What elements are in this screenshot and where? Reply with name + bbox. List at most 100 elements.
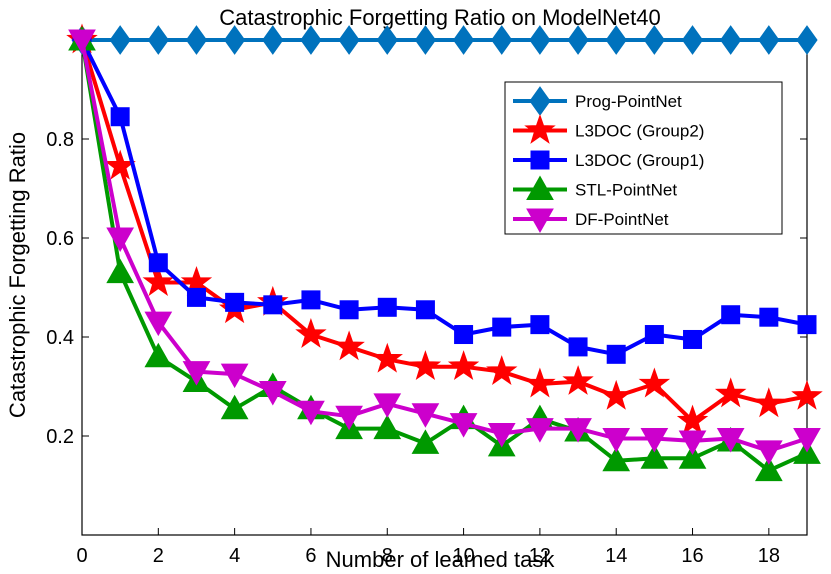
data-point-df-pointnet <box>335 405 363 431</box>
data-point-l3doc-group1 <box>568 337 588 357</box>
x-tick-label: 8 <box>382 545 393 567</box>
data-point-l3doc-group1 <box>492 317 512 337</box>
data-point-l3doc-group2 <box>524 367 556 398</box>
x-tick-label: 16 <box>681 545 703 567</box>
data-point-prog-pointnet <box>605 25 627 55</box>
x-tick-label: 4 <box>229 545 240 567</box>
data-point-l3doc-group1 <box>110 107 130 127</box>
data-point-prog-pointnet <box>109 25 131 55</box>
data-point-prog-pointnet <box>491 25 513 55</box>
data-point-stl-pointnet <box>106 258 135 284</box>
data-point-l3doc-group2 <box>371 342 403 373</box>
data-point-l3doc-group1 <box>530 315 550 335</box>
data-point-df-pointnet <box>411 403 440 428</box>
data-point-l3doc-group2 <box>295 317 327 348</box>
data-point-df-pointnet <box>526 418 554 443</box>
data-point-prog-pointnet <box>338 25 360 55</box>
data-point-df-pointnet <box>144 311 173 337</box>
data-point-stl-pointnet <box>602 446 631 472</box>
y-tick-label: 0.8 <box>46 129 74 151</box>
data-point-df-pointnet <box>678 430 707 455</box>
data-point-l3doc-group1 <box>644 325 664 345</box>
legend-label-prog-pointnet: Prog-PointNet <box>575 92 682 111</box>
legend-marker-df-pointnet <box>526 208 554 234</box>
data-point-l3doc-group2 <box>600 379 632 410</box>
data-point-l3doc-group2 <box>142 265 175 296</box>
legend-marker-l3doc-group1 <box>530 150 550 170</box>
legend-marker-stl-pointnet <box>526 175 554 200</box>
data-point-l3doc-group1 <box>148 253 168 273</box>
data-point-prog-pointnet <box>567 25 589 55</box>
data-point-prog-pointnet <box>452 25 475 55</box>
data-point-l3doc-group1 <box>377 297 397 317</box>
data-point-l3doc-group2 <box>447 350 480 381</box>
data-point-df-pointnet <box>487 423 516 448</box>
data-point-prog-pointnet <box>224 25 246 55</box>
data-point-prog-pointnet <box>376 25 398 55</box>
data-point-l3doc-group2 <box>333 330 365 361</box>
data-point-l3doc-group1 <box>339 300 359 320</box>
data-point-df-pointnet <box>106 227 135 253</box>
legend-marker-l3doc-group2 <box>524 113 556 144</box>
x-tick-label: 0 <box>76 545 87 567</box>
data-point-df-pointnet <box>297 400 325 426</box>
data-point-l3doc-group1 <box>225 292 245 312</box>
x-tick-label: 18 <box>758 545 780 567</box>
data-point-l3doc-group2 <box>753 387 785 418</box>
y-tick-label: 0.2 <box>46 426 74 448</box>
data-point-l3doc-group1 <box>606 344 626 364</box>
data-point-prog-pointnet <box>681 25 704 55</box>
plot-area: 0 2 4 6 8 10 12 14 16 18 0.2 0.4 0.6 0.8 <box>46 23 823 567</box>
data-point-l3doc-group2 <box>409 350 442 381</box>
y-axis-title: Catastrophic Forgetting Ratio <box>5 132 30 418</box>
data-point-prog-pointnet <box>720 25 742 55</box>
data-point-stl-pointnet <box>411 429 440 454</box>
data-point-df-pointnet <box>182 361 211 386</box>
data-point-l3doc-group1 <box>454 325 474 345</box>
data-point-prog-pointnet <box>185 25 208 55</box>
data-point-l3doc-group1 <box>759 307 779 327</box>
legend-label-stl-pointnet: STL-PointNet <box>575 181 677 200</box>
x-tick-label: 2 <box>153 545 164 567</box>
data-point-prog-pointnet <box>796 25 818 55</box>
data-point-df-pointnet <box>68 29 96 55</box>
data-point-df-pointnet <box>716 427 745 453</box>
data-point-l3doc-group2 <box>486 355 518 386</box>
data-point-stl-pointnet <box>144 342 173 368</box>
data-point-prog-pointnet <box>414 25 437 55</box>
legend-label-l3doc-group1: L3DOC (Group1) <box>575 151 704 170</box>
data-point-prog-pointnet <box>643 25 665 55</box>
data-point-prog-pointnet <box>758 25 780 55</box>
data-point-prog-pointnet <box>300 25 322 55</box>
legend-label-l3doc-group2: L3DOC (Group2) <box>575 122 704 141</box>
x-tick-label: 12 <box>529 545 551 567</box>
data-point-stl-pointnet <box>640 444 669 469</box>
data-point-l3doc-group1 <box>797 315 817 335</box>
data-point-df-pointnet <box>640 427 669 453</box>
data-point-l3doc-group2 <box>638 367 671 398</box>
data-point-stl-pointnet <box>220 394 249 420</box>
x-tick-label: 6 <box>305 545 316 567</box>
data-point-l3doc-group1 <box>415 300 435 320</box>
data-point-df-pointnet <box>602 427 631 453</box>
data-point-prog-pointnet <box>529 25 551 55</box>
data-point-prog-pointnet <box>147 25 169 55</box>
data-point-df-pointnet <box>564 418 592 443</box>
legend: Prog-PointNet L3DOC (Group2) L3DOC (Group1… <box>504 81 783 235</box>
data-point-l3doc-group2 <box>676 404 709 435</box>
data-point-df-pointnet <box>754 440 783 465</box>
data-point-df-pointnet <box>220 363 249 389</box>
data-point-l3doc-group1 <box>186 287 206 307</box>
y-tick-label: 0.4 <box>46 327 74 349</box>
data-point-l3doc-group2 <box>791 379 823 410</box>
data-point-df-pointnet <box>373 393 402 418</box>
data-point-l3doc-group1 <box>263 295 283 315</box>
data-point-l3doc-group2 <box>714 377 747 408</box>
data-point-df-pointnet <box>793 427 821 453</box>
x-tick-label: 14 <box>605 545 627 567</box>
data-point-stl-pointnet <box>754 456 783 482</box>
data-point-l3doc-group1 <box>721 305 741 325</box>
data-point-stl-pointnet <box>373 414 402 440</box>
chart-title: Catastrophic Forgetting Ratio on ModelNe… <box>219 5 660 30</box>
